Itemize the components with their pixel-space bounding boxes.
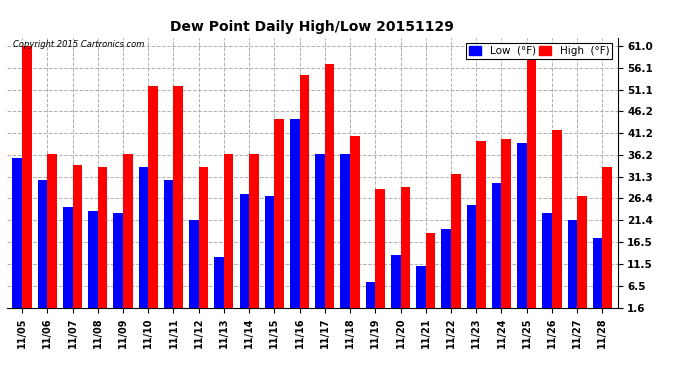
Bar: [38, 180, 48, 315]
Bar: [22, 46, 32, 315]
Bar: [123, 154, 132, 315]
Bar: [466, 205, 476, 315]
Bar: [12, 158, 22, 315]
Bar: [602, 167, 612, 315]
Bar: [224, 154, 233, 315]
Bar: [552, 130, 562, 315]
Bar: [442, 229, 451, 315]
Bar: [113, 213, 123, 315]
Bar: [88, 211, 98, 315]
Bar: [568, 220, 577, 315]
Text: Copyright 2015 Cartronics.com: Copyright 2015 Cartronics.com: [13, 40, 144, 49]
Bar: [299, 75, 309, 315]
Bar: [340, 154, 350, 315]
Bar: [492, 183, 502, 315]
Bar: [451, 174, 461, 315]
Bar: [189, 220, 199, 315]
Bar: [215, 257, 224, 315]
Bar: [239, 194, 249, 315]
Bar: [173, 86, 183, 315]
Bar: [164, 180, 173, 315]
Bar: [593, 238, 602, 315]
Bar: [275, 119, 284, 315]
Bar: [148, 86, 158, 315]
Bar: [249, 154, 259, 315]
Bar: [265, 196, 275, 315]
Bar: [517, 143, 526, 315]
Bar: [375, 189, 385, 315]
Bar: [199, 167, 208, 315]
Legend: Low  (°F), High  (°F): Low (°F), High (°F): [466, 43, 612, 59]
Bar: [63, 207, 72, 315]
Title: Dew Point Daily High/Low 20151129: Dew Point Daily High/Low 20151129: [170, 20, 454, 33]
Bar: [542, 213, 552, 315]
Bar: [426, 233, 435, 315]
Bar: [350, 136, 359, 315]
Bar: [98, 167, 108, 315]
Bar: [139, 167, 148, 315]
Bar: [315, 154, 325, 315]
Bar: [391, 255, 400, 315]
Bar: [526, 60, 536, 315]
Bar: [366, 282, 375, 315]
Bar: [476, 141, 486, 315]
Bar: [577, 196, 586, 315]
Bar: [416, 266, 426, 315]
Bar: [48, 154, 57, 315]
Bar: [400, 187, 410, 315]
Bar: [502, 139, 511, 315]
Bar: [290, 119, 299, 315]
Bar: [325, 64, 335, 315]
Bar: [72, 165, 82, 315]
